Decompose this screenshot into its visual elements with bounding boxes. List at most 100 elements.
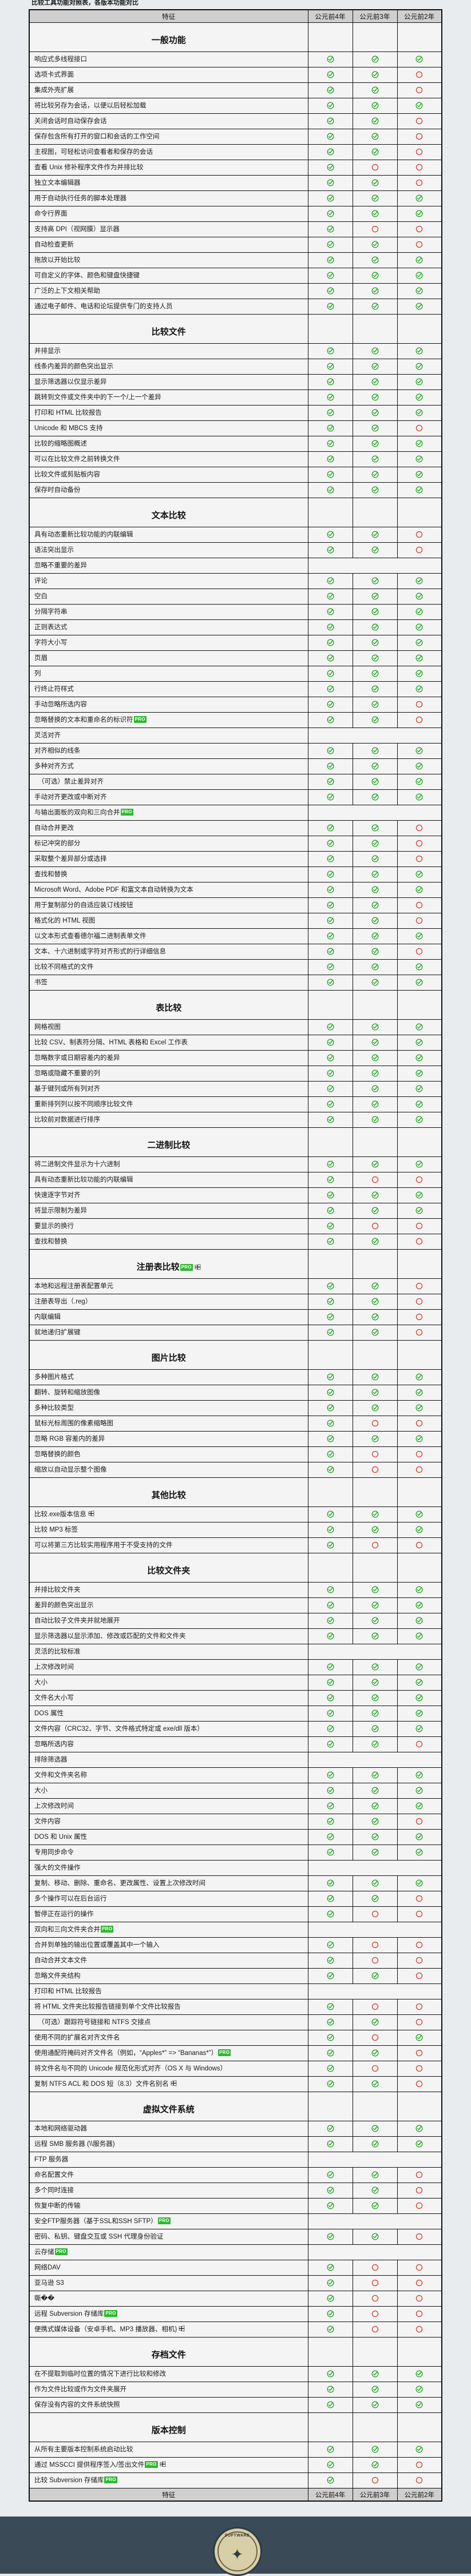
no-circle-icon [416,149,423,156]
section-blank-3 [397,1553,442,1583]
feature-support-cell [397,928,442,944]
feature-support-cell [352,820,398,836]
table-row: 正则表达式 [29,619,442,635]
yes-check-icon [327,1373,334,1381]
section-header-row: 比较文件 [29,314,442,344]
yes-check-icon [371,2125,378,2132]
feature-label: 自动检查更新 [29,237,308,253]
table-row: 保存时自动备份 [29,482,442,498]
feature-support-cell [397,113,442,129]
feature-support-cell [352,1325,398,1341]
yes-check-icon [371,256,378,264]
feature-support-cell [352,650,398,666]
no-circle-icon [416,2019,423,2026]
yes-check-icon [415,1802,423,1810]
feature-support-cell [307,144,353,160]
no-circle-icon [416,1283,423,1290]
feature-support-cell [307,1706,353,1722]
table-row: 拖放以开始比较 [29,252,442,268]
column-header-v2: 公元前3年 [352,9,398,23]
feature-support-cell [307,359,353,375]
feature-label: 关闭会话时自动保存会话 [29,113,308,129]
feature-support-cell [307,1628,353,1644]
yes-check-icon [327,2295,334,2302]
yes-check-icon [415,963,423,971]
feature-label: 大小 [29,1675,308,1691]
windows-icon [195,1263,201,1270]
feature-label: 书签 [29,975,308,991]
yes-check-icon [415,455,423,463]
section-header-row: 其他比较 [29,1477,442,1507]
feature-support-cell [352,2198,398,2214]
yes-check-icon [415,1116,423,1123]
yes-check-icon [327,932,334,940]
table-row: 显示筛选器以仅显示差异 [29,374,442,390]
yes-check-icon [371,1070,378,1077]
yes-check-icon [371,210,378,217]
feature-label: 比较 MP3 标签 [29,1522,308,1538]
yes-check-icon [327,1450,334,1458]
yes-check-icon [327,455,334,463]
pro-badge: PRO [54,2248,68,2255]
feature-support-cell [397,2260,442,2276]
table-row: 比较不同格式的文件 [29,959,442,975]
feature-support-cell [307,1187,353,1203]
feature-support-cell [397,944,442,960]
yes-check-icon [415,256,423,264]
section-title: 二进制比较 [29,1127,308,1157]
feature-support-cell [352,343,398,359]
feature-support-cell [307,1891,353,1907]
feature-support-cell [307,2045,353,2061]
no-circle-icon [371,1420,378,1427]
yes-check-icon [415,1435,423,1442]
feature-support-cell [307,1690,353,1706]
yes-check-icon [327,701,334,708]
subgroup-label: 云存储 PRO [29,2244,308,2260]
feature-support-cell [352,589,398,605]
yes-check-icon [371,1313,378,1321]
feature-comparison-table: 特征 公元前4年 公元前3年 公元前2年 一般功能 响应式多线程接口 选项卡式界面集… [29,9,442,2502]
table-row: 支持高 DPI（视网膜）显示器 [29,221,442,237]
no-circle-icon [416,531,423,538]
feature-label: 主视图，可轻松访问查看者和保存的会话 [29,144,308,160]
feature-support-cell [307,1522,353,1538]
feature-support-cell [397,190,442,206]
yes-check-icon [327,225,334,233]
yes-check-icon [371,1679,378,1686]
feature-label: 查找和替换 [29,866,308,882]
feature-label: 上次修改时间 [29,1659,308,1675]
section-blank-2 [352,1477,398,1507]
table-row: 手动对齐更改或中断对齐 [29,789,442,805]
feature-support-cell [307,928,353,944]
yes-check-icon [415,2140,423,2148]
feature-support-cell [352,2321,398,2338]
feature-support-cell [307,1400,353,1416]
yes-check-icon [327,577,334,585]
yes-check-icon [415,1787,423,1794]
feature-support-cell [307,67,353,83]
feature-support-cell [352,1721,398,1737]
feature-support-cell [307,451,353,467]
no-circle-icon [371,2264,378,2271]
no-circle-icon [416,1298,423,1305]
feature-support-cell [397,1019,442,1035]
section-blank-1 [307,314,353,344]
table-row: 内联编辑 [29,1309,442,1325]
feature-support-cell [352,944,398,960]
table-row: 便携式媒体设备（安卓手机、MP3 播放器、相机) [29,2321,442,2338]
subgroup-label: 安全FTP服务器（基于SSL和SSH SFTP） PRO [29,2213,308,2229]
yes-check-icon [371,117,378,125]
award-seal-icon: SOFTWARE ✦ [212,2527,262,2576]
feature-support-cell [352,758,398,774]
feature-label: 跳转到文件或文件夹中的下一个/上一个差异 [29,389,308,406]
yes-check-icon [371,1972,378,1979]
feature-support-cell [307,589,353,605]
yes-check-icon [371,303,378,310]
table-row: 响应式多线程接口 [29,51,442,67]
yes-check-icon [415,210,423,217]
feature-support-cell [307,1829,353,1845]
feature-label: 注册表导出（.reg） [29,1294,308,1310]
feature-label: Unicode 和 MBCS 支持 [29,420,308,436]
yes-check-icon [327,1435,334,1442]
yes-check-icon [415,1023,423,1031]
